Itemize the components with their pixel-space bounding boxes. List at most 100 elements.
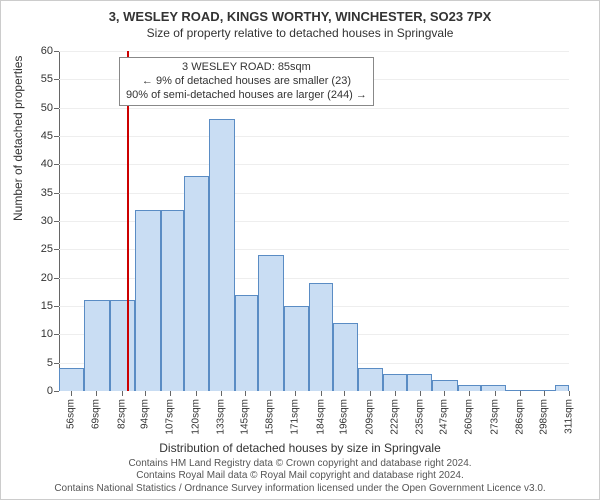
y-tick-mark [54, 391, 59, 392]
gridline-h [59, 164, 569, 165]
x-tick-label: 298sqm [538, 399, 549, 435]
footer-attribution: Contains HM Land Registry data © Crown c… [1, 458, 599, 496]
x-tick-mark [344, 391, 345, 396]
x-tick-mark [170, 391, 171, 396]
x-tick-mark [295, 391, 296, 396]
y-tick-mark [54, 306, 59, 307]
y-tick-label: 20 [41, 272, 53, 284]
x-tick-mark [495, 391, 496, 396]
histogram-bar [358, 368, 383, 391]
x-tick-mark [420, 391, 421, 396]
annotation-box: 3 WESLEY ROAD: 85sqm ← 9% of detached ho… [119, 57, 374, 106]
annotation-line3: 90% of semi-detached houses are larger (… [126, 89, 367, 103]
footer-line2: Contains Royal Mail data © Royal Mail co… [1, 470, 599, 483]
histogram-bar [59, 368, 84, 391]
x-tick-label: 209sqm [364, 399, 375, 435]
histogram-bar [209, 119, 234, 391]
x-tick-label: 273sqm [489, 399, 500, 435]
histogram-bar [407, 374, 432, 391]
y-tick-mark [54, 79, 59, 80]
histogram-bar [235, 295, 258, 391]
x-tick-label: 247sqm [438, 399, 449, 435]
gridline-h [59, 193, 569, 194]
x-tick-mark [245, 391, 246, 396]
annotation-line1: 3 WESLEY ROAD: 85sqm [126, 61, 367, 75]
y-tick-mark [54, 51, 59, 52]
x-tick-label: 158sqm [265, 399, 276, 435]
y-tick-mark [54, 193, 59, 194]
y-tick-label: 10 [41, 328, 53, 340]
footer-line1: Contains HM Land Registry data © Crown c… [1, 458, 599, 471]
x-tick-label: 69sqm [91, 399, 102, 429]
histogram-bar [383, 374, 406, 391]
x-tick-mark [221, 391, 222, 396]
x-tick-mark [370, 391, 371, 396]
x-tick-label: 94sqm [139, 399, 150, 429]
y-tick-label: 15 [41, 300, 53, 312]
x-tick-mark [395, 391, 396, 396]
x-tick-label: 120sqm [190, 399, 201, 435]
gridline-h [59, 51, 569, 52]
x-tick-label: 107sqm [165, 399, 176, 435]
histogram-bar [555, 385, 569, 391]
x-tick-label: 222sqm [390, 399, 401, 435]
x-tick-label: 56sqm [65, 399, 76, 429]
y-tick-label: 40 [41, 158, 53, 170]
chart-container: 3, WESLEY ROAD, KINGS WORTHY, WINCHESTER… [0, 0, 600, 500]
y-tick-label: 25 [41, 243, 53, 255]
x-tick-label: 235sqm [415, 399, 426, 435]
histogram-bar [184, 176, 209, 391]
x-tick-mark [270, 391, 271, 396]
y-tick-mark [54, 363, 59, 364]
x-tick-mark [444, 391, 445, 396]
chart-title-line2: Size of property relative to detached ho… [1, 24, 599, 44]
gridline-h [59, 108, 569, 109]
histogram-bar [432, 380, 457, 391]
x-tick-label: 196sqm [339, 399, 350, 435]
x-tick-label: 133sqm [216, 399, 227, 435]
chart-title-line1: 3, WESLEY ROAD, KINGS WORTHY, WINCHESTER… [1, 1, 599, 24]
x-tick-label: 286sqm [515, 399, 526, 435]
x-tick-mark [71, 391, 72, 396]
y-tick-label: 60 [41, 45, 53, 57]
x-tick-label: 184sqm [315, 399, 326, 435]
y-tick-mark [54, 334, 59, 335]
histogram-bar [161, 210, 184, 391]
x-tick-mark [145, 391, 146, 396]
x-tick-mark [96, 391, 97, 396]
y-axis-label: Number of detached properties [11, 56, 25, 221]
y-tick-label: 35 [41, 187, 53, 199]
histogram-bar [309, 283, 332, 391]
y-tick-mark [54, 221, 59, 222]
y-tick-mark [54, 249, 59, 250]
histogram-bar [333, 323, 358, 391]
x-tick-label: 145sqm [239, 399, 250, 435]
x-tick-mark [196, 391, 197, 396]
y-tick-mark [54, 136, 59, 137]
y-tick-label: 0 [47, 385, 53, 397]
x-tick-mark [520, 391, 521, 396]
histogram-bar [110, 300, 135, 391]
x-tick-mark [544, 391, 545, 396]
y-tick-label: 45 [41, 130, 53, 142]
y-tick-mark [54, 108, 59, 109]
y-tick-label: 50 [41, 102, 53, 114]
y-tick-label: 5 [47, 357, 53, 369]
y-tick-mark [54, 164, 59, 165]
histogram-bar [258, 255, 283, 391]
x-tick-mark [321, 391, 322, 396]
x-tick-label: 311sqm [564, 399, 575, 434]
x-axis-label: Distribution of detached houses by size … [1, 441, 599, 455]
y-tick-mark [54, 278, 59, 279]
x-tick-label: 171sqm [290, 399, 301, 435]
footer-line3: Contains National Statistics / Ordnance … [1, 483, 599, 496]
x-tick-mark [469, 391, 470, 396]
annotation-line2: ← 9% of detached houses are smaller (23) [126, 75, 367, 89]
x-tick-mark [122, 391, 123, 396]
x-tick-label: 82sqm [116, 399, 127, 429]
histogram-bar [284, 306, 309, 391]
y-tick-label: 55 [41, 73, 53, 85]
y-tick-label: 30 [41, 215, 53, 227]
gridline-h [59, 136, 569, 137]
histogram-bar [84, 300, 109, 391]
